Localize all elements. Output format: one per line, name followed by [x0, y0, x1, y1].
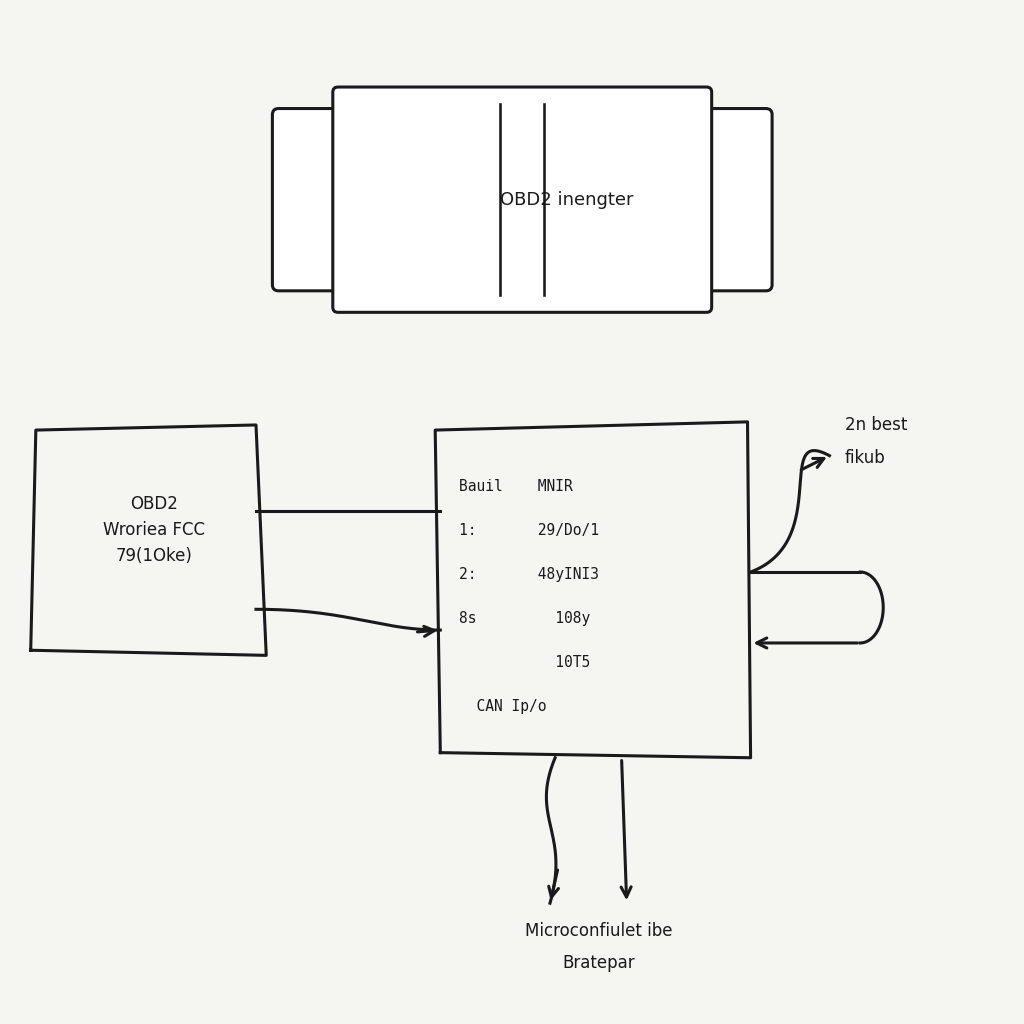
Text: 10T5: 10T5: [459, 655, 590, 671]
FancyBboxPatch shape: [333, 87, 712, 312]
Text: Wroriea FCC: Wroriea FCC: [102, 521, 205, 539]
Text: OBD2 inengter: OBD2 inengter: [500, 190, 633, 209]
Text: Microconfiulet ibe: Microconfiulet ibe: [525, 922, 673, 940]
Text: fikub: fikub: [845, 449, 886, 467]
Text: 2n best: 2n best: [845, 416, 907, 434]
Text: CAN Ip/o: CAN Ip/o: [459, 699, 546, 715]
Text: 2:       48yINI3: 2: 48yINI3: [459, 567, 599, 583]
Text: 79(1Oke): 79(1Oke): [115, 547, 193, 564]
Text: 1:       29/Do/1: 1: 29/Do/1: [459, 523, 599, 539]
Text: OBD2: OBD2: [130, 496, 177, 513]
FancyBboxPatch shape: [696, 109, 772, 291]
Text: 8s         108y: 8s 108y: [459, 611, 590, 627]
FancyBboxPatch shape: [272, 109, 348, 291]
Text: Bauil    MNIR: Bauil MNIR: [459, 479, 572, 495]
Text: Bratepar: Bratepar: [562, 954, 635, 973]
